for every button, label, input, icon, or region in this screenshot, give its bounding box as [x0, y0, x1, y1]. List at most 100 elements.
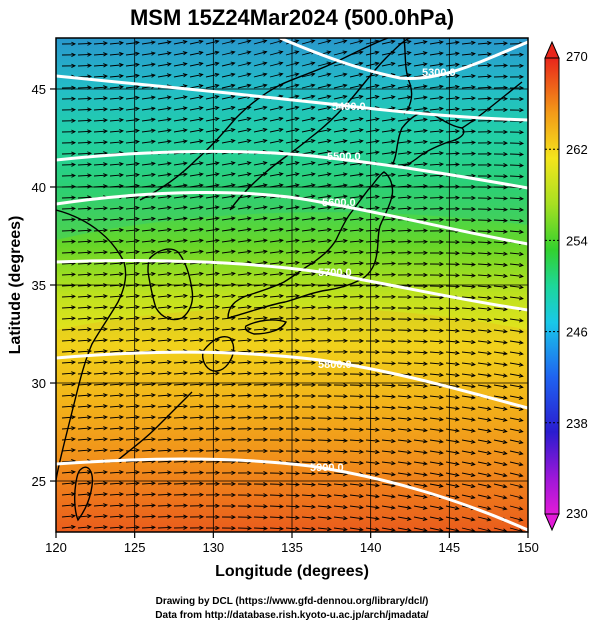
wind-vector [509, 318, 523, 322]
wind-vector-head [279, 482, 285, 487]
wind-vector-head [198, 194, 204, 199]
wind-vector-head [150, 40, 156, 45]
wind-vector [77, 218, 92, 221]
wind-vector [237, 62, 251, 67]
wind-vector-head [407, 305, 413, 311]
wind-vector-head [438, 62, 444, 67]
wind-vector-head [150, 172, 156, 177]
wind-vector [141, 173, 155, 177]
wind-vector [413, 417, 427, 420]
coastline-ryukyu [117, 391, 193, 461]
wind-vector-head [119, 305, 124, 310]
wind-vector-head [374, 183, 380, 188]
wind-vector [429, 406, 443, 410]
wind-vector [301, 84, 315, 89]
wind-vector [221, 416, 236, 419]
wind-vector [141, 438, 155, 441]
wind-vector [333, 417, 348, 419]
wind-vector-head [150, 95, 156, 100]
wind-vector-head [358, 494, 364, 499]
wind-vector-head [134, 62, 140, 67]
wind-vector-head [406, 494, 412, 499]
wind-vector-head [230, 83, 236, 88]
wind-vector [349, 516, 363, 520]
wind-vector-head [518, 439, 524, 445]
wind-vector-head [87, 74, 93, 79]
wind-vector-head [454, 62, 460, 67]
wind-vector-head [199, 437, 205, 442]
wind-vector-head [503, 284, 508, 290]
wind-vector-head [263, 470, 269, 476]
wind-vector [221, 184, 235, 188]
wind-vector [493, 197, 508, 200]
wind-vector-head [215, 426, 221, 431]
wind-vector [461, 263, 476, 266]
wind-vector-head [247, 437, 253, 442]
wind-vector-head [423, 283, 429, 289]
wind-vector-head [295, 282, 300, 288]
wind-vector-head [391, 327, 397, 333]
wind-vector-head [326, 72, 332, 77]
wind-vector-head [246, 127, 252, 133]
wind-vector-head [487, 262, 493, 267]
wind-vector [109, 42, 123, 45]
wind-vector-head [183, 437, 189, 442]
wind-vector-head [278, 61, 284, 66]
wind-vector [93, 350, 107, 353]
wind-vector-head [374, 194, 380, 200]
wind-vector-head [374, 128, 380, 133]
wind-vector [157, 118, 171, 122]
wind-vector [285, 527, 299, 530]
wind-vector [269, 317, 283, 320]
wind-vector [413, 174, 427, 177]
wind-vector [477, 274, 491, 277]
wind-vector [429, 174, 444, 177]
wind-vector [429, 351, 443, 354]
wind-vector-head [438, 472, 444, 477]
wind-vector-head [119, 503, 124, 508]
wind-vector-head [215, 393, 221, 398]
wind-vector-head [230, 172, 236, 177]
wind-vector [221, 228, 235, 232]
wind-vector [141, 41, 155, 45]
wind-vector-head [359, 238, 364, 244]
wind-vector [205, 328, 219, 331]
wind-vector-head [407, 283, 413, 289]
wind-vector [157, 107, 171, 111]
wind-vector-head [231, 526, 237, 531]
wind-vector-head [278, 205, 284, 210]
wind-vector [141, 515, 156, 518]
wind-vector-head [135, 448, 140, 453]
wind-vector [413, 461, 427, 465]
wind-vector [333, 505, 347, 508]
wind-vector [125, 350, 139, 353]
wind-vector-head [263, 482, 269, 487]
wind-vector [109, 119, 123, 122]
wind-vector [237, 394, 252, 397]
wind-vector [157, 228, 171, 232]
wind-vector [125, 262, 139, 265]
wind-vector [61, 482, 75, 485]
wind-vector [365, 240, 379, 243]
wind-vector-head [166, 128, 172, 133]
wind-vector-head [390, 172, 396, 178]
wind-vector [237, 51, 251, 56]
wind-vector-head [486, 328, 492, 334]
wind-vector-head [343, 238, 348, 244]
wind-vector [237, 306, 251, 309]
wind-vector [477, 351, 491, 355]
wind-vector [285, 250, 299, 254]
wind-vector [477, 516, 491, 521]
wind-vector-head [230, 116, 236, 122]
wind-vector-head [423, 350, 429, 355]
wind-vector-head [406, 139, 412, 144]
wind-vector [445, 41, 459, 45]
wind-vector [157, 63, 171, 67]
wind-vector-head [503, 96, 509, 101]
wind-vector-head [134, 128, 140, 134]
wind-vector [349, 262, 363, 265]
wind-vector-head [214, 194, 220, 199]
wind-vector-head [407, 317, 413, 322]
wind-vector [77, 108, 92, 111]
wind-vector-head [135, 437, 140, 442]
